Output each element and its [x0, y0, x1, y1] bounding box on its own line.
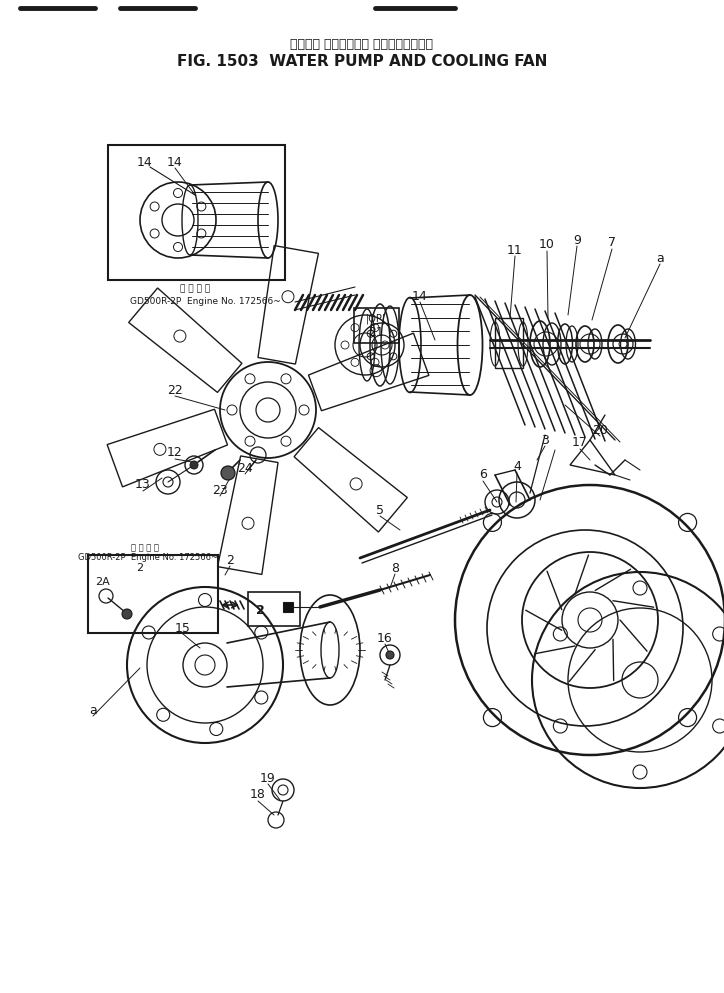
Text: 11: 11	[507, 243, 523, 256]
Text: 19: 19	[260, 772, 276, 784]
Text: FIG. 1503  WATER PUMP AND COOLING FAN: FIG. 1503 WATER PUMP AND COOLING FAN	[177, 55, 547, 70]
Circle shape	[386, 651, 394, 659]
Text: 2A: 2A	[96, 577, 110, 587]
Text: 17: 17	[572, 437, 588, 450]
Text: 4: 4	[513, 461, 521, 474]
Bar	[248, 592, 300, 626]
Text: 適 用 号 機: 適 用 号 機	[131, 543, 159, 552]
Text: GD500R-2P  Engine No. 172566~: GD500R-2P Engine No. 172566~	[78, 552, 218, 561]
Text: 14: 14	[412, 290, 428, 303]
Text: 2: 2	[136, 563, 143, 573]
Bar	[354, 308, 399, 343]
Text: 6: 6	[479, 469, 487, 482]
Text: 5: 5	[376, 503, 384, 516]
Text: GD500R-2P  Engine No. 172566~: GD500R-2P Engine No. 172566~	[130, 298, 280, 307]
Text: 20: 20	[592, 423, 608, 437]
Text: 適 用 号 機: 適 用 号 機	[180, 285, 210, 294]
Text: 23: 23	[212, 484, 228, 496]
Text: 13: 13	[135, 479, 151, 492]
Text: 8: 8	[391, 561, 399, 575]
Circle shape	[190, 461, 198, 469]
Text: 2: 2	[226, 553, 234, 566]
Text: 15: 15	[175, 622, 191, 635]
Text: ウォータ ポンプおよび クーリングファン: ウォータ ポンプおよび クーリングファン	[290, 39, 434, 52]
Text: 9: 9	[573, 233, 581, 246]
Bar	[495, 318, 523, 368]
Text: a: a	[656, 251, 664, 264]
Text: 3: 3	[541, 434, 549, 447]
Text: a: a	[89, 703, 97, 717]
Bar	[88, 555, 218, 633]
Text: 21: 21	[368, 327, 384, 340]
Text: 18: 18	[250, 788, 266, 801]
Text: 14: 14	[167, 156, 183, 169]
Circle shape	[122, 609, 132, 619]
Text: 10: 10	[539, 238, 555, 251]
Text: |OP|: |OP|	[366, 314, 386, 325]
Text: 24: 24	[237, 462, 253, 475]
Text: 16: 16	[377, 632, 393, 644]
Bar	[283, 602, 293, 612]
Text: 2: 2	[256, 604, 264, 617]
Text: 7: 7	[608, 236, 616, 249]
Circle shape	[221, 466, 235, 480]
Bar	[108, 145, 285, 280]
Text: 14: 14	[137, 156, 153, 169]
Text: 22: 22	[167, 383, 183, 396]
Text: 12: 12	[167, 447, 183, 460]
